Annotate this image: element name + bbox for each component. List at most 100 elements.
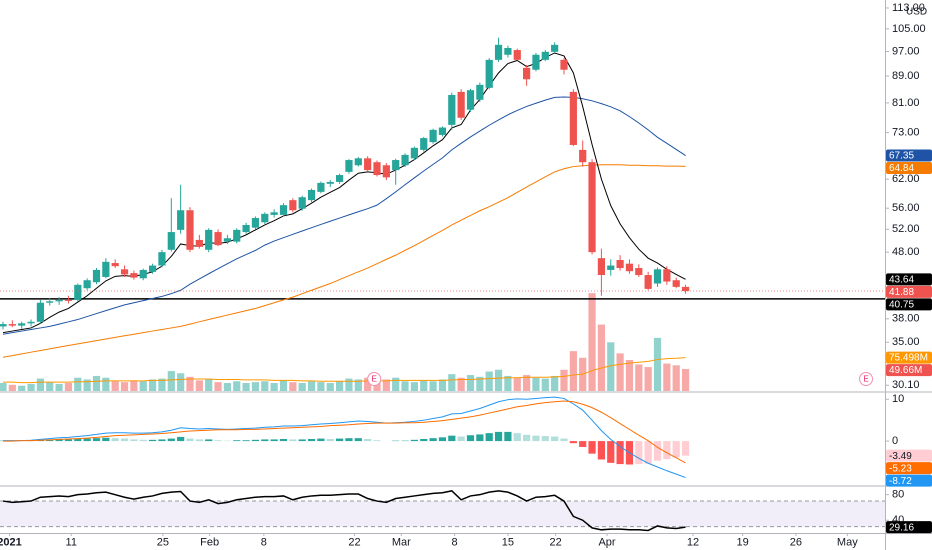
volume-bar (223, 383, 231, 391)
histogram-bar (177, 436, 185, 442)
histogram-bar (298, 439, 306, 442)
y-tick-label: 80 (892, 489, 904, 501)
histogram-bar (139, 439, 147, 442)
volume-bar (195, 380, 203, 391)
histogram-bar (448, 435, 456, 442)
y-tick-label: 56.00 (892, 202, 920, 214)
histogram-bar (111, 438, 119, 442)
volume-bar (336, 381, 344, 391)
y-tick-label: 52.00 (892, 223, 920, 235)
value-badge-label: -8.72 (889, 476, 912, 487)
candle-body (476, 84, 484, 100)
candle-body (233, 229, 241, 242)
y-tick-label: 48.00 (892, 246, 920, 258)
volume-bar (317, 382, 325, 391)
histogram-bar (186, 438, 194, 442)
signal-line (2, 400, 686, 464)
y-tick-label: 30.10 (892, 379, 920, 391)
volume-bar (242, 383, 250, 391)
x-tick-label: 25 (157, 536, 169, 548)
candle-body (541, 51, 549, 60)
candle-body (569, 91, 577, 145)
candle-body (307, 189, 316, 201)
volume-bar (148, 379, 157, 391)
volume-bar (494, 369, 503, 391)
volume-bar (214, 382, 222, 391)
macd-line (2, 396, 686, 479)
histogram-bar (364, 439, 372, 442)
candle-body (223, 238, 231, 242)
x-tick-label: 2021 (0, 536, 22, 548)
candle-body (672, 280, 680, 287)
rsi-band (0, 501, 885, 527)
candle-body (214, 232, 222, 246)
x-tick-label: 12 (687, 536, 699, 548)
x-tick-label: 15 (502, 536, 514, 548)
candle-body (420, 138, 428, 150)
volume-ma-line (2, 357, 686, 384)
candle-body (653, 269, 662, 284)
volume-bar (635, 364, 643, 391)
volume-bar (326, 383, 334, 391)
volume-bar (597, 324, 606, 391)
value-badge (886, 462, 932, 475)
candle-body (382, 165, 390, 178)
value-badge-label: -3.49 (889, 451, 912, 462)
candle-body (279, 205, 288, 215)
histogram-bar (289, 439, 297, 442)
value-badge (886, 474, 932, 487)
volume-bar (448, 374, 456, 391)
histogram-bar (214, 440, 222, 442)
volume-bar (186, 376, 194, 391)
event-label: E (372, 375, 377, 384)
volume-bar (139, 381, 147, 391)
volume-bar (588, 293, 596, 391)
histogram-bar (317, 438, 325, 442)
volume-bar (392, 377, 400, 391)
volume-bar (102, 377, 110, 391)
candle-body (27, 321, 35, 324)
volume-bar (364, 377, 372, 391)
histogram-bar (494, 431, 503, 442)
candle-body (373, 162, 381, 176)
volume-bar (616, 353, 624, 391)
x-tick-label: 19 (736, 536, 748, 548)
candle-body (336, 175, 344, 182)
candle-body (513, 50, 521, 60)
candle-body (326, 181, 334, 184)
histogram-bar (46, 439, 54, 442)
histogram-bar (307, 439, 316, 442)
volume-bar (551, 375, 559, 391)
candle-body (663, 269, 671, 282)
volume-bar (0, 383, 7, 391)
value-badge-label: 29.16 (889, 522, 914, 533)
value-badge (886, 273, 932, 286)
candle-body (579, 149, 587, 163)
currency-label: USD (906, 7, 927, 18)
candle-body (532, 54, 540, 70)
y-tick-label: 38.00 (892, 313, 920, 325)
candle-body (607, 265, 615, 270)
volume-bar (18, 385, 26, 391)
histogram-bar (551, 436, 559, 442)
volume-bar (476, 376, 484, 391)
y-tick-label: 113.00 (892, 2, 925, 14)
histogram-bar (466, 435, 475, 442)
candle-body (551, 44, 559, 52)
volume-bar (64, 383, 73, 391)
volume-bar (46, 382, 54, 391)
value-badge (886, 449, 932, 462)
candle-body (0, 324, 7, 327)
volume-bar (466, 375, 475, 391)
candle-body (186, 210, 194, 250)
histogram-bar (195, 439, 203, 442)
candle-body (64, 299, 73, 301)
volume-bar (130, 380, 138, 391)
histogram-bar (523, 434, 531, 442)
volume-bar (298, 383, 306, 391)
histogram-bar (681, 441, 690, 456)
histogram-bar (130, 439, 138, 442)
histogram-bar (560, 438, 568, 442)
volume-bar (307, 381, 316, 391)
